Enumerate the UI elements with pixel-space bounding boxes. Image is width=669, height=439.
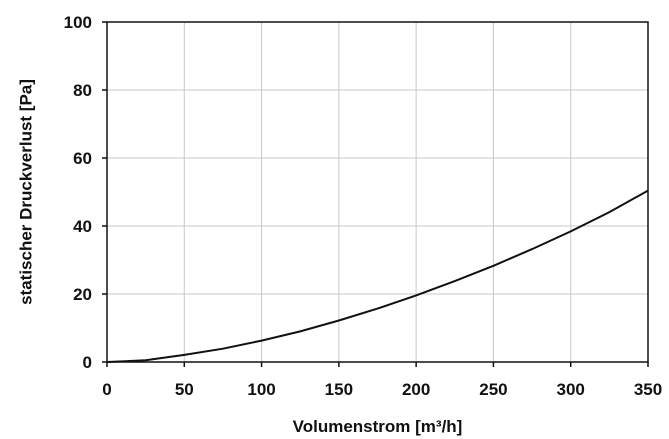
plot-area-frame <box>106 21 649 363</box>
x-axis-ticks: 0 50 100 150 200 250 300 350 <box>102 362 662 399</box>
x-tick-label: 100 <box>247 380 275 399</box>
series-line <box>106 189 649 363</box>
y-tick-label: 40 <box>73 217 92 236</box>
y-tick-label: 60 <box>73 149 92 168</box>
x-tick-label: 0 <box>102 380 111 399</box>
y-tick-label: 0 <box>83 353 92 372</box>
x-tick-label: 350 <box>634 380 662 399</box>
y-tick-label: 80 <box>73 81 92 100</box>
x-tick-label: 300 <box>557 380 585 399</box>
y-tick-label: 100 <box>64 13 92 32</box>
grid-lines <box>106 21 649 363</box>
x-tick-label: 250 <box>479 380 507 399</box>
y-axis-ticks: 0 20 40 60 80 100 <box>64 13 107 372</box>
x-tick-label: 50 <box>175 380 194 399</box>
x-tick-label: 200 <box>402 380 430 399</box>
x-tick-label: 150 <box>325 380 353 399</box>
x-axis-title: Volumenstrom [m³/h] <box>293 417 463 436</box>
y-tick-label: 20 <box>73 285 92 304</box>
y-axis-title: statischer Druckverlust [Pa] <box>17 79 36 305</box>
